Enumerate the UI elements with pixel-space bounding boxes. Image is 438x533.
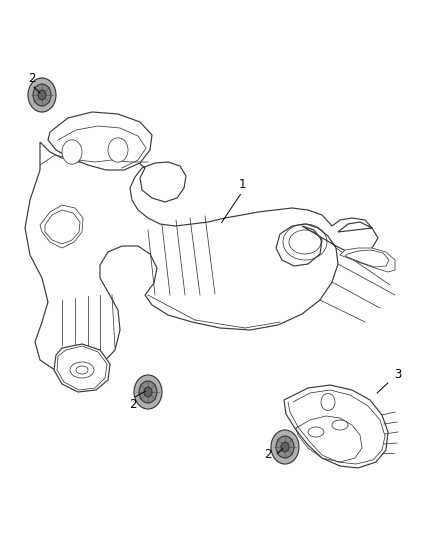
- Circle shape: [62, 140, 82, 164]
- Circle shape: [271, 430, 299, 464]
- Text: 2: 2: [129, 399, 137, 411]
- Circle shape: [108, 138, 128, 162]
- Circle shape: [28, 78, 56, 112]
- Polygon shape: [40, 205, 83, 248]
- Polygon shape: [284, 385, 388, 468]
- Circle shape: [33, 84, 51, 106]
- Polygon shape: [25, 142, 378, 374]
- Text: 3: 3: [394, 368, 402, 382]
- Ellipse shape: [76, 366, 88, 374]
- Circle shape: [38, 90, 46, 100]
- Ellipse shape: [70, 362, 94, 378]
- Polygon shape: [340, 248, 395, 272]
- Circle shape: [144, 387, 152, 397]
- Circle shape: [281, 442, 289, 452]
- Polygon shape: [54, 344, 110, 392]
- Text: 2: 2: [264, 448, 272, 462]
- Polygon shape: [48, 112, 152, 170]
- Circle shape: [134, 375, 162, 409]
- Circle shape: [321, 393, 335, 410]
- Circle shape: [276, 436, 294, 458]
- Circle shape: [139, 381, 157, 403]
- Text: 2: 2: [28, 71, 36, 85]
- Ellipse shape: [308, 427, 324, 437]
- Text: 1: 1: [238, 179, 246, 191]
- Ellipse shape: [332, 420, 348, 430]
